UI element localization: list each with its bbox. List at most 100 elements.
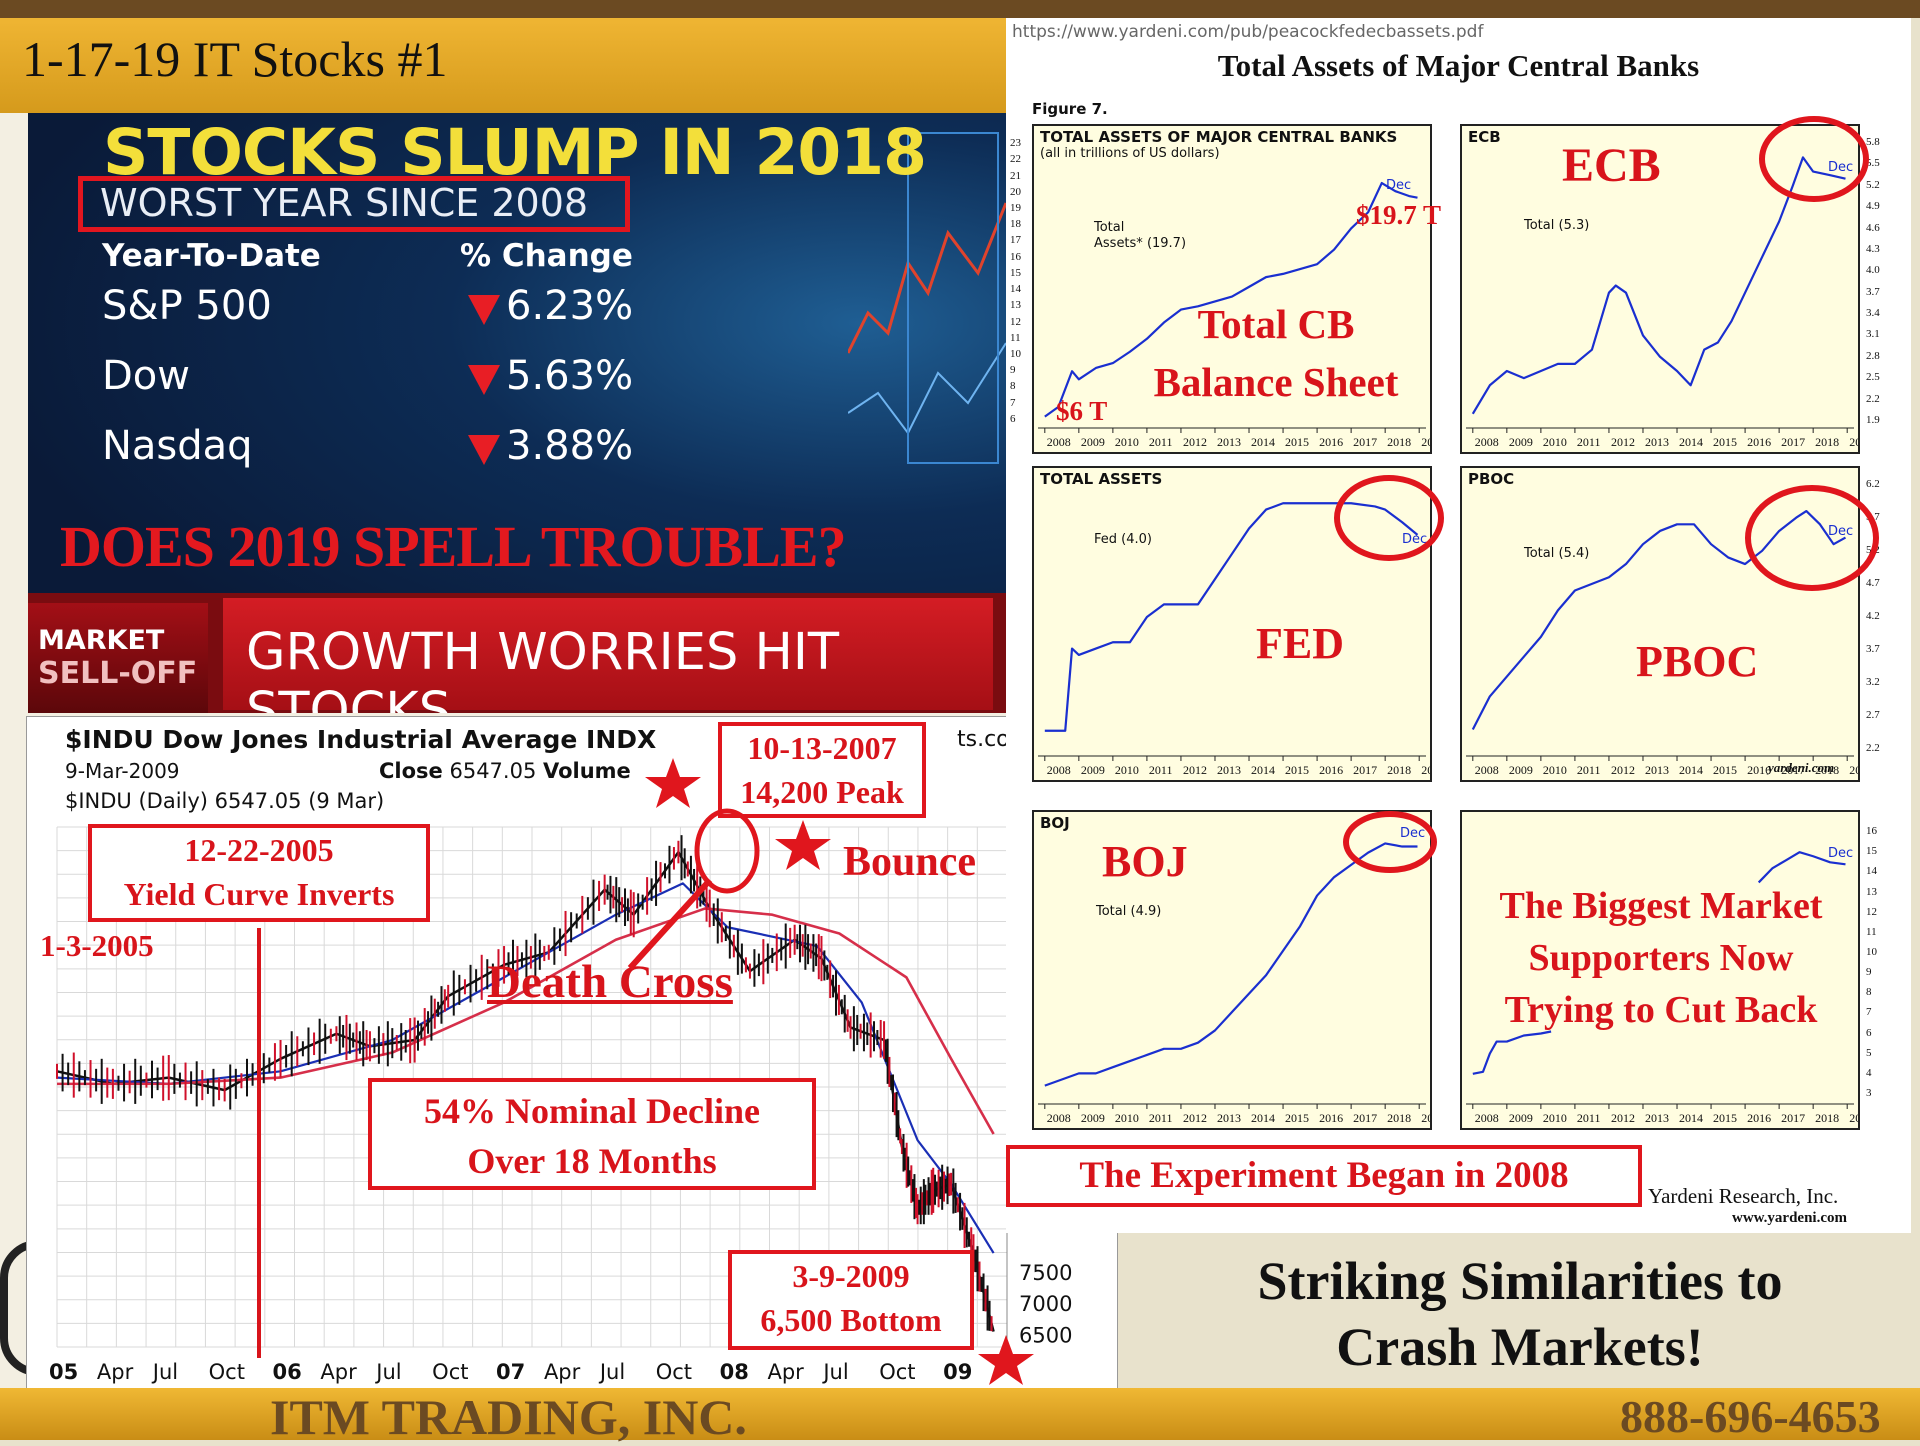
y-tick-label: 8 <box>1010 380 1016 393</box>
y-tick-label: 2.2 <box>1866 392 1880 405</box>
panel-total-legend1: Total <box>1094 220 1125 235</box>
x-tick-label: 2013 <box>1645 435 1669 449</box>
y-tick-label: 4.7 <box>1866 576 1880 589</box>
x-tick-label: 2012 <box>1611 435 1635 449</box>
x-tick-label: 2015 <box>1285 763 1309 777</box>
footer-phone: 888-696-4653 <box>1620 1391 1881 1442</box>
y-tick-label: 11 <box>1866 925 1877 938</box>
y-tick-label: 10 <box>1010 348 1021 360</box>
y-tick-label: 2.8 <box>1866 349 1880 362</box>
panel-pboc-legend: Total (5.4) <box>1524 546 1590 561</box>
x-tick-label: 2011 <box>1149 763 1173 777</box>
y-tick-label: 3.4 <box>1866 307 1880 320</box>
panel-total-legend2: Assets* (19.7) <box>1094 236 1187 251</box>
yardeni-company: Yardeni Research, Inc. <box>1648 1184 1839 1208</box>
panel-ecb-legend: Total (5.3) <box>1524 218 1590 233</box>
panel-series-0 <box>1044 842 1418 1087</box>
panel-series-0 <box>1044 181 1418 418</box>
x-tick-label: 2016 <box>1319 1111 1343 1125</box>
y-tick-label: 7500 <box>1019 1261 1072 1285</box>
y-tick-label: 10 <box>1866 945 1877 958</box>
x-tick-label: 2016 <box>1747 763 1771 777</box>
y-tick-label: 23 <box>1010 137 1021 150</box>
row-name-sp500: S&P 500 <box>102 283 272 329</box>
x-tick-label: 2015 <box>1713 1111 1737 1125</box>
x-tick-label: 2009 <box>1081 763 1105 777</box>
y-tick-label: 18 <box>1010 218 1021 231</box>
panel-total-label: TOTAL ASSETS OF MAJOR CENTRAL BANKS <box>1040 128 1398 146</box>
slide-title: 1-17-19 IT Stocks #1 <box>22 31 448 87</box>
bottom-value: 6,500 Bottom <box>760 1302 942 1338</box>
y-tick-label: 16 <box>1866 825 1877 838</box>
y-tick-label: 1.9 <box>1866 413 1880 426</box>
x-tick-label: 2008 <box>1047 763 1071 777</box>
x-tick-label: 2012 <box>1183 1111 1207 1125</box>
panel-ecb-label: ECB <box>1468 128 1501 146</box>
y-tick-label: 3.2 <box>1866 676 1880 689</box>
y-tick-label: 17 <box>1010 234 1021 247</box>
panel-series-0 <box>1471 509 1847 731</box>
y-tick-label: 3.7 <box>1866 285 1880 298</box>
panel-series-0 <box>1472 1030 1552 1075</box>
y-tick-label: 20 <box>1010 185 1021 198</box>
x-tick-label: 2014 <box>1679 435 1703 449</box>
x-tick-label: 2013 <box>1645 763 1669 777</box>
close-value: 6547.05 <box>449 759 537 783</box>
x-tick-label: 2010 <box>1115 1111 1139 1125</box>
tv-subhead: WORST YEAR SINCE 2008 <box>100 181 589 225</box>
x-tick-label: 2008 <box>1047 1111 1071 1125</box>
x-tick-label: 2014 <box>1251 435 1275 449</box>
x-tick-label: 2015 <box>1713 435 1737 449</box>
x-tick-label: 2009 <box>1081 1111 1105 1125</box>
y-tick-label: 7000 <box>1019 1292 1072 1316</box>
y-tick-label: 12 <box>1010 315 1021 328</box>
y-tick-label: 15 <box>1010 266 1021 279</box>
y-tick-label: 11 <box>1010 331 1021 344</box>
start-annotation: 1-3-2005 <box>40 928 154 963</box>
panel-extra-svg: 2008 2009 2010 2011 2012 2013 2014 2015 2016 2017… <box>1466 851 1858 1125</box>
dow-legend: $INDU (Daily) 6547.05 (9 Mar) <box>65 789 385 813</box>
x-tick-label: 2011 <box>1577 1111 1601 1125</box>
x-tick-label: 2016 <box>1747 435 1771 449</box>
x-tick-label: 2017 <box>1353 1111 1377 1125</box>
x-tick-label: 2009 <box>1509 763 1533 777</box>
x-tick-label: 09 <box>943 1360 972 1384</box>
down-arrow-icon <box>468 435 500 465</box>
x-tick-label: 2014 <box>1251 1111 1275 1125</box>
panel-pboc-svg: 2008 2009 2010 2011 2012 2013 2014 2015 2016 2017… <box>1466 509 1858 777</box>
y-tick-label: 2.7 <box>1866 709 1880 722</box>
y-tick-label: 5 <box>1866 1046 1872 1059</box>
y-tick-label: 4 <box>1866 1066 1872 1079</box>
panel-total-sub: (all in trillions of US dollars) <box>1040 146 1220 161</box>
y-tick-label: 21 <box>1010 169 1021 182</box>
x-tick-label: 2017 <box>1781 435 1805 449</box>
ecb-text: ECB <box>1562 139 1661 192</box>
x-tick-label: Apr <box>320 1360 357 1384</box>
dec-label: Dec <box>1400 826 1426 841</box>
x-tick-label: 2009 <box>1509 1111 1533 1125</box>
x-tick-label: Jul <box>821 1360 848 1384</box>
y-tick-label: 14 <box>1010 283 1021 296</box>
tv-background-graphic <box>848 132 1006 464</box>
boj-text: BOJ <box>1102 837 1188 886</box>
x-tick-label: 2013 <box>1217 435 1241 449</box>
yardeni-document: https://www.yardeni.com/pub/peacockfedec… <box>1006 18 1911 1233</box>
x-tick-label: 2008 <box>1475 763 1499 777</box>
y-tick-label: 5.2 <box>1866 543 1880 556</box>
row-value-nasdaq: 3.88% <box>506 423 634 469</box>
y-tick-label: 7 <box>1010 396 1016 409</box>
x-tick-label: 2014 <box>1679 763 1703 777</box>
dec-label: Dec <box>1828 846 1854 861</box>
x-tick-label: Jul <box>151 1360 178 1384</box>
dec-label: Dec <box>1386 178 1412 193</box>
pboc-text: PBOC <box>1636 637 1759 686</box>
x-tick-label: 2010 <box>1543 435 1567 449</box>
panel-boj-svg: 2008 2009 2010 2011 2012 2013 2014 2015 2016 2017… <box>1038 842 1430 1125</box>
yardeni-website: www.yardeni.com <box>1732 1210 1847 1226</box>
y-tick-label: 8 <box>1866 986 1872 999</box>
subhead-highlight-box <box>78 176 630 232</box>
ticker-text: GROWTH WORRIES HIT STOCKS <box>246 623 840 713</box>
x-tick-label: Jul <box>374 1360 401 1384</box>
x-tick-label: 2008 <box>1475 1111 1499 1125</box>
six-t-text: $6 T <box>1056 396 1108 426</box>
